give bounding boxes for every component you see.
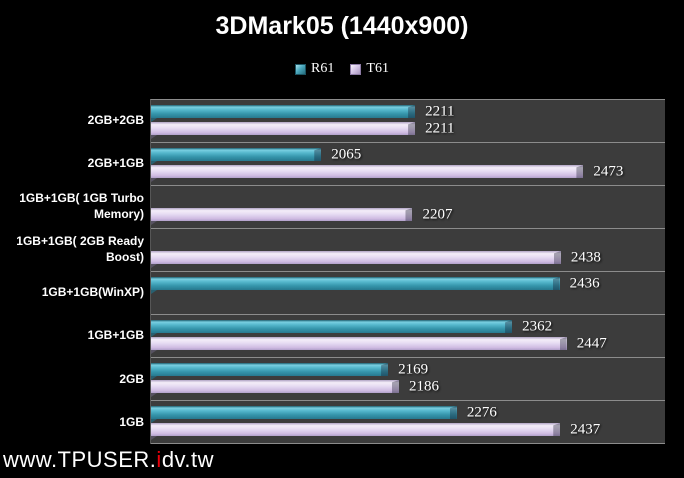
category-label: 1GB+1GB xyxy=(87,328,144,343)
chart-band: 2065 2473 xyxy=(151,143,665,186)
bar-t61: 2211 xyxy=(151,120,455,139)
chart-band: 2436 xyxy=(151,272,665,315)
bar-r61: 2211 xyxy=(151,103,455,122)
bar-value-label: 2437 xyxy=(570,421,601,437)
bar-value-label: 2065 xyxy=(331,146,362,162)
bar-t61: 2437 xyxy=(151,421,600,440)
legend: R61 T61 xyxy=(0,61,684,77)
bar-r61: 2362 xyxy=(151,318,552,337)
legend-label-r61: R61 xyxy=(311,61,335,76)
bar-value-label: 2436 xyxy=(569,275,600,291)
bar-value-label: 2276 xyxy=(466,404,497,420)
watermark-prefix: www.TPUSER. xyxy=(3,447,157,472)
watermark-suffix: dv.tw xyxy=(161,447,215,472)
watermark: www.TPUSER.idv.tw xyxy=(3,447,214,473)
bar-r61: 2436 xyxy=(151,275,600,294)
category-label: 2GB+2GB xyxy=(87,112,144,127)
bar-value-label: 2211 xyxy=(425,103,455,119)
chart-band: 2438 xyxy=(151,229,665,272)
bar-value-label: 2473 xyxy=(593,163,624,179)
chart-band: 2211 2211 xyxy=(151,100,665,143)
legend-item-t61: T61 xyxy=(350,61,389,77)
watermark-accent: i xyxy=(156,447,162,472)
category-label: 1GB+1GB(WinXP) xyxy=(41,285,144,300)
bar-t61: 2207 xyxy=(151,206,452,225)
plot-area: 2211 2211 2065 2473 2207 2438 2436 2362 2447 2169… xyxy=(150,99,665,444)
bar-r61: 2276 xyxy=(151,404,497,423)
category-label: 1GB xyxy=(119,414,144,429)
bar-value-label: 2169 xyxy=(398,361,429,377)
bar-r61: 2065 xyxy=(151,146,361,165)
bar-value-label: 2438 xyxy=(570,249,601,265)
legend-label-t61: T61 xyxy=(366,61,389,76)
category-labels: 2GB+2GB 2GB+1GB 1GB+1GB( 1GB Turbo Memory)… xyxy=(0,99,144,444)
chart-band: 2207 xyxy=(151,186,665,229)
chart-title: 3DMark05 (1440x900) xyxy=(215,12,469,40)
bar-value-label: 2207 xyxy=(422,206,453,222)
bar-r61: 2169 xyxy=(151,361,428,380)
bar-t61: 2438 xyxy=(151,249,601,268)
category-label: 2GB xyxy=(119,371,144,386)
chart-band: 2362 2447 xyxy=(151,315,665,358)
t61-series-swatch-icon xyxy=(350,63,362,75)
bar-t61: 2447 xyxy=(151,335,607,354)
category-label: 1GB+1GB( 1GB Turbo Memory) xyxy=(19,191,144,221)
bar-value-label: 2362 xyxy=(522,318,553,334)
bar-value-label: 2211 xyxy=(425,120,455,136)
legend-item-r61: R61 xyxy=(295,61,334,77)
bar-t61: 2186 xyxy=(151,378,439,397)
bar-t61: 2473 xyxy=(151,163,623,182)
bar-value-label: 2186 xyxy=(409,378,439,394)
category-label: 1GB+1GB( 2GB Ready Boost) xyxy=(16,234,144,264)
chart-band: 2169 2186 xyxy=(151,358,665,401)
bar-value-label: 2447 xyxy=(576,335,607,351)
r61-series-swatch-icon xyxy=(295,63,307,75)
category-label: 2GB+1GB xyxy=(87,155,144,170)
chart-band: 2276 2437 xyxy=(151,401,665,444)
